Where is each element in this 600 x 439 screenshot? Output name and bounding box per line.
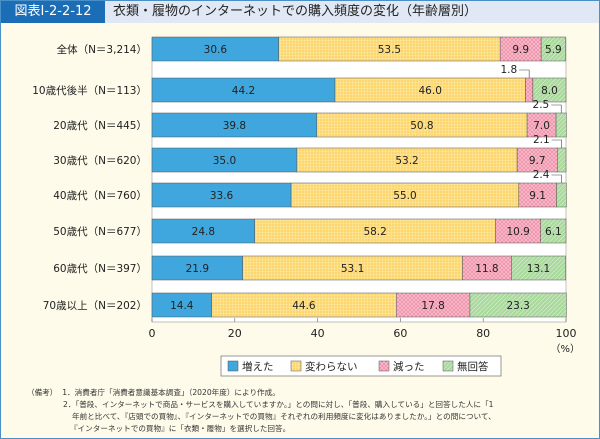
data-label: 23.3 — [506, 300, 529, 312]
figure-title: 衣類・履物のインターネットでの購入頻度の変化（年齢層別） — [113, 4, 478, 19]
bar-無回答 — [557, 147, 567, 173]
bar-増えた — [151, 255, 243, 281]
data-label: 44.6 — [292, 300, 316, 312]
bar-変わらない — [296, 147, 518, 173]
note-2-cont: 年前と比べて、『店頭での買物』、『インターネットでの買物』それぞれの利用頻度に変… — [72, 412, 496, 421]
category-label: 30歳代（N＝620） — [53, 155, 147, 167]
legend-swatch — [442, 360, 454, 372]
bar-減った — [495, 218, 541, 244]
figure-header: 図表Ⅰ-2-2-12 衣類・履物のインターネットでの購入頻度の変化（年齢層別） — [1, 1, 599, 23]
category-label: 10歳代後半（N＝113） — [32, 84, 147, 97]
data-label: 24.8 — [192, 226, 215, 238]
data-label: 58.2 — [363, 226, 386, 238]
bar-増えた — [151, 36, 279, 62]
bar-減った — [396, 292, 471, 318]
bar-増えた — [151, 182, 292, 208]
callout-line — [551, 104, 562, 113]
data-label: 44.2 — [232, 85, 255, 97]
x-tick-label: 80 — [476, 327, 490, 340]
bar-増えた — [151, 77, 336, 103]
data-label: 21.9 — [186, 263, 209, 275]
data-label: 33.6 — [210, 190, 234, 202]
bar-無回答 — [555, 112, 567, 138]
bar-無回答 — [532, 77, 567, 103]
category-label: 60歳代（N＝397） — [53, 263, 147, 275]
stacked-bar-chart: 全体（N＝3,214） 30.6 53.5 9.9 5.9 10歳代後半（N＝113） 44… — [32, 36, 580, 377]
data-label: 7.0 — [533, 120, 550, 132]
legend-label: 変わらない — [305, 360, 358, 373]
x-tick-label: 60 — [393, 327, 407, 340]
data-label: 14.4 — [170, 300, 194, 312]
x-tick-label: 100 — [556, 327, 577, 340]
data-label: 2.4 — [533, 169, 550, 181]
data-label: 46.0 — [419, 85, 442, 97]
data-label: 1.8 — [500, 64, 517, 76]
bar-変わらない — [254, 218, 496, 244]
data-label: 11.8 — [475, 263, 498, 275]
bar-無回答 — [540, 36, 566, 62]
note-2: 2．「普段、インターネットで商品・サービスを購入していますか。」との問に対し、「… — [63, 400, 494, 409]
bar-増えた — [151, 218, 255, 244]
bar-増えた — [151, 147, 298, 173]
data-label: 6.1 — [545, 226, 562, 238]
bar-変わらない — [316, 112, 528, 138]
data-label: 30.6 — [204, 44, 228, 56]
note-2-cont2: 『インターネットでの買物』に「衣類・履物」を選択した回答。 — [70, 424, 291, 433]
bar-無回答 — [511, 255, 566, 281]
data-label: 55.0 — [393, 190, 416, 202]
bar-変わらない — [242, 255, 463, 281]
legend-label: 増えた — [242, 360, 274, 373]
callout-line — [519, 69, 530, 78]
data-label: 13.1 — [527, 263, 550, 275]
note-1: 1．消費者庁「消費者意識基本調査」（2020年度）により作成。 — [62, 388, 280, 397]
data-label: 2.5 — [533, 99, 550, 111]
bar-変わらない — [278, 36, 501, 62]
x-tick-label: 20 — [228, 327, 242, 340]
x-tick-label: 40 — [311, 327, 325, 340]
legend-swatch — [290, 360, 302, 372]
bar-無回答 — [540, 218, 567, 244]
callout-line — [551, 139, 562, 148]
data-label: 53.1 — [341, 263, 364, 275]
data-label: 39.8 — [223, 120, 246, 132]
data-label: 9.7 — [529, 155, 546, 167]
legend-label: 減った — [393, 360, 425, 373]
category-label: 70歳以上（N＝202） — [43, 300, 147, 312]
data-label: 17.8 — [421, 300, 444, 312]
data-label: 53.5 — [378, 44, 401, 56]
legend-swatch — [378, 360, 390, 372]
notes: （備考） 1．消費者庁「消費者意識基本調査」（2020年度）により作成。 2．「… — [27, 387, 496, 435]
bar-減った — [462, 255, 512, 281]
notes-label: （備考） — [27, 388, 58, 397]
category-label: 全体（N＝3,214） — [57, 43, 147, 56]
category-label: 40歳代（N＝760） — [53, 190, 147, 202]
data-label: 8.0 — [541, 85, 558, 97]
category-label: 20歳代（N＝445） — [53, 120, 147, 132]
figure-number: 図表Ⅰ-2-2-12 — [1, 1, 105, 23]
x-tick-label: 0 — [149, 327, 156, 340]
data-label: 5.9 — [545, 44, 562, 56]
bar-増えた — [151, 112, 318, 138]
legend-label: 無回答 — [457, 360, 489, 373]
data-label: 50.8 — [410, 120, 433, 132]
bar-増えた — [151, 292, 212, 318]
bar-変わらない — [290, 182, 520, 208]
data-label: 10.9 — [506, 226, 529, 238]
bar-無回答 — [556, 182, 567, 208]
bar-無回答 — [469, 292, 567, 318]
callout-line — [551, 174, 562, 183]
bar-変わらない — [334, 77, 526, 103]
data-label: 2.1 — [533, 134, 550, 146]
data-label: 9.9 — [512, 44, 529, 56]
legend-swatch — [227, 360, 239, 372]
data-label: 53.2 — [395, 155, 418, 167]
x-unit-label: （%） — [550, 343, 580, 355]
bar-変わらない — [211, 292, 397, 318]
data-label: 35.0 — [213, 155, 236, 167]
category-label: 50歳代（N＝677） — [53, 226, 147, 238]
data-label: 9.1 — [529, 190, 546, 202]
